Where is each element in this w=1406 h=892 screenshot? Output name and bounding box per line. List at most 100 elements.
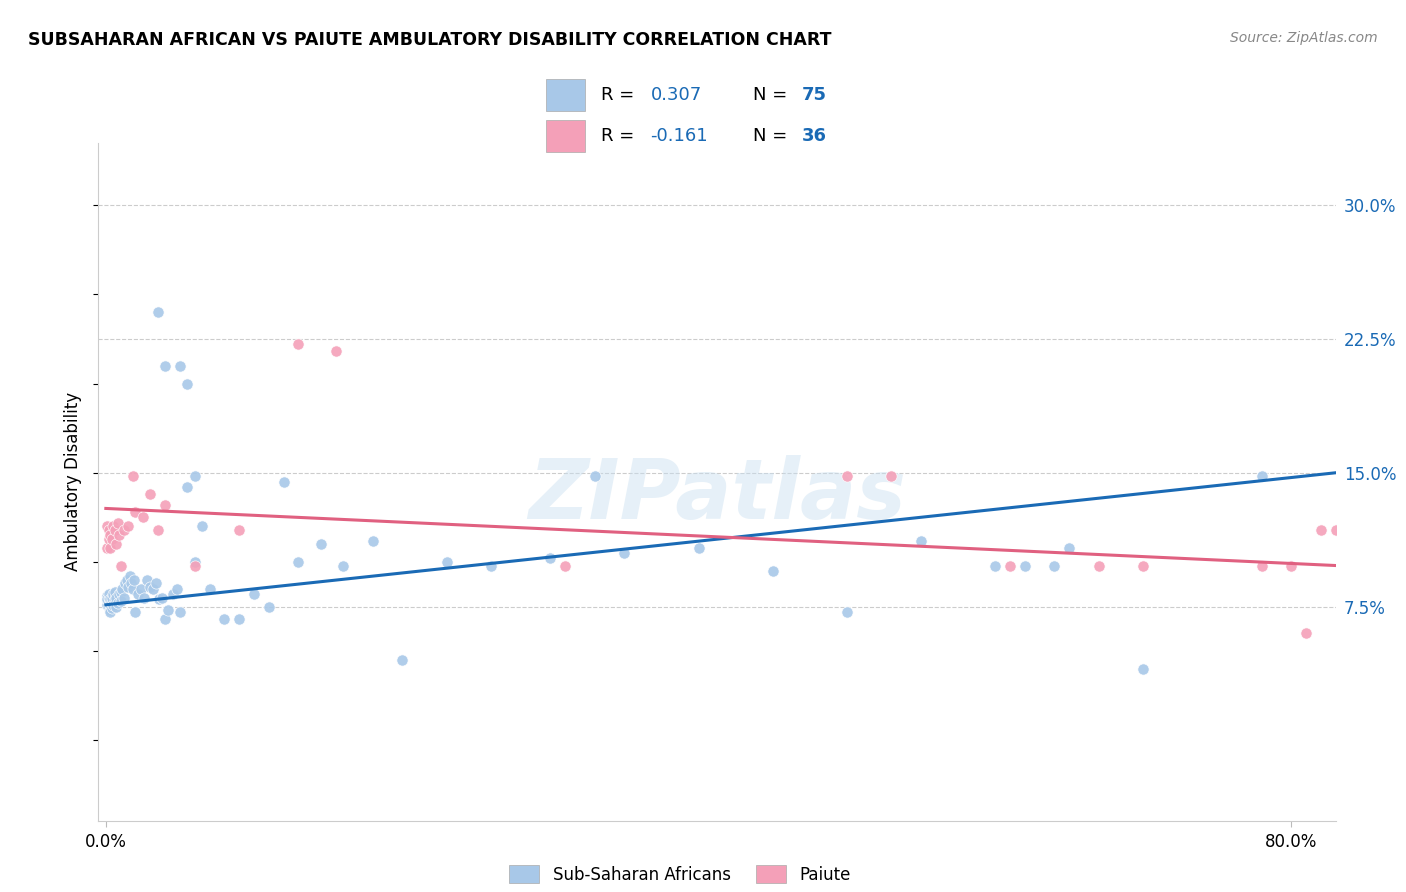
Point <box>257 599 280 614</box>
Point <box>118 569 141 583</box>
Point <box>103 598 125 612</box>
Point <box>184 555 207 569</box>
Point <box>1132 662 1154 676</box>
Point <box>153 612 176 626</box>
Point <box>124 505 146 519</box>
Point <box>107 516 129 530</box>
Point <box>97 596 120 610</box>
Point <box>554 558 576 573</box>
Point <box>139 580 162 594</box>
Point <box>104 523 127 537</box>
Text: -0.161: -0.161 <box>651 127 709 145</box>
Point <box>98 598 121 612</box>
Point <box>880 469 903 483</box>
Point <box>1295 626 1317 640</box>
Point <box>105 591 128 605</box>
Point <box>243 587 266 601</box>
Text: N =: N = <box>752 127 793 145</box>
Point <box>98 541 121 555</box>
Point <box>96 589 118 603</box>
Point <box>134 591 156 605</box>
Point <box>97 532 120 546</box>
Point <box>98 592 121 607</box>
Point <box>361 533 384 548</box>
Point <box>127 587 149 601</box>
Point <box>984 558 1007 573</box>
Point <box>228 523 250 537</box>
Point <box>120 576 142 591</box>
Point <box>1309 523 1331 537</box>
Point <box>98 605 121 619</box>
Point <box>97 599 120 614</box>
Point <box>1014 558 1036 573</box>
Point <box>108 528 131 542</box>
Point <box>479 558 502 573</box>
Y-axis label: Ambulatory Disability: Ambulatory Disability <box>65 392 83 571</box>
Point <box>104 585 127 599</box>
Point <box>184 469 207 483</box>
Point <box>100 532 122 546</box>
Point <box>287 337 309 351</box>
Point <box>110 558 132 573</box>
Point <box>124 605 146 619</box>
Point <box>97 587 120 601</box>
Text: 75: 75 <box>801 86 827 103</box>
Point <box>100 591 122 605</box>
Point <box>436 555 458 569</box>
Point <box>153 498 176 512</box>
FancyBboxPatch shape <box>546 120 585 152</box>
Point <box>391 653 413 667</box>
Point <box>162 587 184 601</box>
Point <box>145 576 167 591</box>
Point <box>583 469 606 483</box>
Point <box>1132 558 1154 573</box>
Point <box>97 591 120 605</box>
Point <box>110 594 132 608</box>
Point <box>176 376 198 391</box>
Point <box>1043 558 1066 573</box>
Point <box>1087 558 1109 573</box>
Text: R =: R = <box>602 86 640 103</box>
Point <box>131 582 153 596</box>
Text: N =: N = <box>752 86 793 103</box>
Point <box>176 480 198 494</box>
Point <box>98 603 121 617</box>
Point <box>108 587 131 601</box>
Point <box>1250 469 1272 483</box>
Point <box>762 564 785 578</box>
Point <box>169 605 191 619</box>
Point <box>148 592 170 607</box>
Point <box>97 523 120 537</box>
Text: 0.307: 0.307 <box>651 86 702 103</box>
Point <box>287 555 309 569</box>
Point <box>103 587 125 601</box>
Point <box>96 519 118 533</box>
Point <box>214 612 236 626</box>
Point <box>96 594 118 608</box>
Point <box>157 603 180 617</box>
Point <box>613 546 636 560</box>
Text: Source: ZipAtlas.com: Source: ZipAtlas.com <box>1230 31 1378 45</box>
Point <box>198 582 221 596</box>
Point <box>104 592 127 607</box>
Point <box>835 469 858 483</box>
FancyBboxPatch shape <box>546 79 585 111</box>
Point <box>166 582 188 596</box>
Point <box>146 523 169 537</box>
Point <box>998 558 1021 573</box>
Point <box>191 519 214 533</box>
Point <box>107 596 129 610</box>
Point <box>105 599 128 614</box>
Point <box>139 487 162 501</box>
Point <box>309 537 332 551</box>
Point <box>1057 541 1080 555</box>
Point <box>132 510 155 524</box>
Point <box>96 592 118 607</box>
Text: ZIPatlas: ZIPatlas <box>529 455 905 536</box>
Point <box>1324 523 1347 537</box>
Point <box>117 519 139 533</box>
Legend: Sub-Saharan Africans, Paiute: Sub-Saharan Africans, Paiute <box>503 859 858 890</box>
Point <box>96 541 118 555</box>
Point <box>688 541 710 555</box>
Point <box>112 591 135 605</box>
